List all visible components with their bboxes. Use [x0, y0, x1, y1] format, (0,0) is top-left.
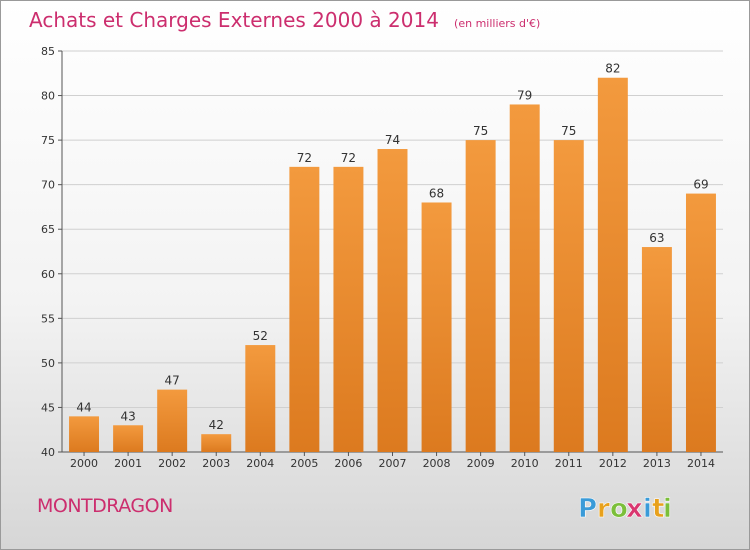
chart-title: Achats et Charges Externes 2000 à 2014 [29, 8, 439, 32]
x-tick-label: 2006 [334, 457, 362, 470]
data-label: 79 [517, 88, 532, 102]
x-tick-label: 2004 [246, 457, 274, 470]
bar [245, 345, 276, 452]
logo-letter: i [643, 494, 652, 524]
data-label: 47 [165, 374, 180, 388]
labels: 2000 44 2001 43 2002 47 2003 42 2004 52 2005 72 2006… [70, 62, 715, 470]
data-label: 75 [473, 124, 488, 138]
x-tick-label: 2003 [202, 457, 230, 470]
x-tick-label: 2011 [555, 457, 583, 470]
y-tick-label: 50 [41, 357, 55, 370]
y-tick-label: 60 [41, 268, 55, 281]
bar [157, 389, 188, 452]
y-tick-label: 45 [41, 401, 55, 414]
chart-subtitle: (en milliers d'€) [454, 17, 541, 30]
x-tick-label: 2008 [423, 457, 451, 470]
place-name: MONTDRAGON [37, 495, 173, 517]
y-tick-label: 85 [41, 45, 55, 58]
y-tick-label: 65 [41, 223, 55, 236]
data-label: 82 [605, 62, 620, 76]
logo-letter: o [610, 494, 628, 524]
bar [201, 434, 232, 452]
x-tick-label: 2000 [70, 457, 98, 470]
x-tick-label: 2005 [290, 457, 318, 470]
bar [597, 77, 628, 452]
y-tick-label: 40 [41, 446, 55, 459]
bar [641, 247, 672, 452]
data-label: 75 [561, 124, 576, 138]
bar [465, 140, 496, 452]
bar [553, 140, 584, 452]
bar [509, 104, 540, 452]
logo-letter: x [626, 494, 643, 524]
logo-letter: t [652, 494, 664, 524]
x-tick-label: 2010 [511, 457, 539, 470]
y-tick-label: 75 [41, 134, 55, 147]
data-label: 72 [341, 151, 356, 165]
data-label: 69 [693, 178, 708, 192]
bar [421, 202, 452, 452]
data-label: 72 [297, 151, 312, 165]
title-block: Achats et Charges Externes 2000 à 2014 (… [29, 8, 540, 32]
bar [289, 166, 320, 452]
x-tick-label: 2007 [379, 457, 407, 470]
data-label: 43 [120, 409, 135, 423]
x-tick-label: 2009 [467, 457, 495, 470]
bar [377, 149, 408, 452]
logo-letter: i [663, 494, 672, 524]
bar [333, 166, 364, 452]
logo-letter: r [597, 494, 610, 524]
y-tick-label: 80 [41, 90, 55, 103]
x-tick-label: 2012 [599, 457, 627, 470]
data-label: 52 [253, 329, 268, 343]
x-tick-label: 2002 [158, 457, 186, 470]
data-label: 44 [76, 400, 91, 414]
data-label: 74 [385, 133, 400, 147]
x-tick-label: 2001 [114, 457, 142, 470]
bar [113, 425, 144, 452]
y-tick-label: 55 [41, 312, 55, 325]
bar [69, 416, 100, 452]
data-label: 68 [429, 186, 444, 200]
y-tick-label: 70 [41, 179, 55, 192]
data-label: 42 [209, 418, 224, 432]
x-tick-label: 2014 [687, 457, 715, 470]
logo-letter: P [578, 494, 597, 524]
x-tick-label: 2013 [643, 457, 671, 470]
bars [69, 77, 716, 453]
bar [685, 193, 716, 453]
data-label: 63 [649, 231, 664, 245]
